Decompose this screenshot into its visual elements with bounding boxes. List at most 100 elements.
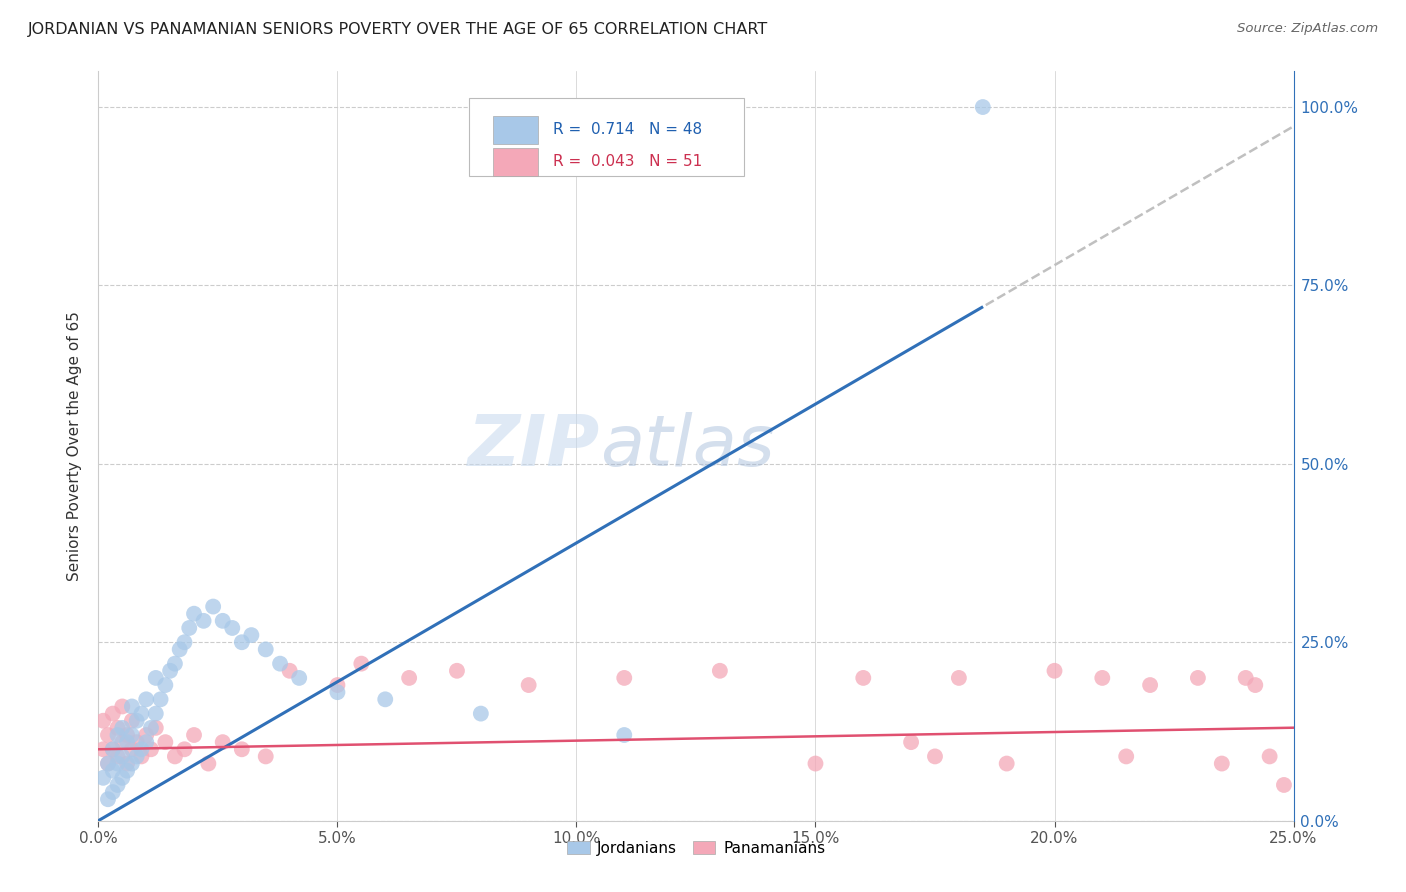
Point	[145, 721, 167, 735]
Point	[446, 664, 468, 678]
Point	[111, 721, 134, 735]
Point	[115, 735, 138, 749]
Point	[91, 714, 114, 728]
Point	[470, 706, 492, 721]
Point	[231, 635, 253, 649]
Point	[131, 749, 153, 764]
Point	[517, 678, 540, 692]
Point	[900, 735, 922, 749]
Point	[97, 728, 120, 742]
Point	[101, 706, 124, 721]
Point	[107, 756, 129, 771]
Text: ZIP: ZIP	[468, 411, 600, 481]
Point	[1091, 671, 1114, 685]
Point	[125, 735, 148, 749]
Text: JORDANIAN VS PANAMANIAN SENIORS POVERTY OVER THE AGE OF 65 CORRELATION CHART: JORDANIAN VS PANAMANIAN SENIORS POVERTY …	[28, 22, 768, 37]
FancyBboxPatch shape	[494, 147, 538, 176]
Text: Source: ZipAtlas.com: Source: ZipAtlas.com	[1237, 22, 1378, 36]
Point	[183, 728, 205, 742]
Point	[1043, 664, 1066, 678]
Point	[131, 706, 153, 721]
Point	[240, 628, 263, 642]
Point	[97, 756, 120, 771]
Point	[101, 742, 124, 756]
Point	[1211, 756, 1233, 771]
Point	[163, 749, 186, 764]
Point	[121, 756, 143, 771]
Legend: Jordanians, Panamanians: Jordanians, Panamanians	[561, 834, 831, 862]
Point	[121, 699, 143, 714]
Point	[202, 599, 225, 614]
FancyBboxPatch shape	[470, 97, 744, 177]
Point	[1115, 749, 1137, 764]
Point	[211, 614, 233, 628]
Point	[211, 735, 233, 749]
Point	[254, 642, 277, 657]
Point	[145, 706, 167, 721]
Point	[131, 742, 153, 756]
Point	[107, 749, 129, 764]
Point	[97, 756, 120, 771]
Point	[221, 621, 243, 635]
Point	[374, 692, 396, 706]
Point	[326, 678, 349, 692]
Point	[145, 671, 167, 685]
Point	[111, 699, 134, 714]
Point	[159, 664, 181, 678]
Point	[804, 756, 827, 771]
Point	[97, 792, 120, 806]
Point	[101, 785, 124, 799]
Point	[193, 614, 215, 628]
Point	[924, 749, 946, 764]
Point	[115, 728, 138, 742]
Point	[107, 721, 129, 735]
Point	[1244, 678, 1267, 692]
Y-axis label: Seniors Poverty Over the Age of 65: Seniors Poverty Over the Age of 65	[67, 311, 83, 581]
Point	[139, 742, 162, 756]
Point	[173, 635, 195, 649]
Text: R =  0.714   N = 48: R = 0.714 N = 48	[553, 122, 702, 137]
Point	[231, 742, 253, 756]
Point	[121, 728, 143, 742]
Point	[91, 742, 114, 756]
Point	[149, 692, 172, 706]
Point	[179, 621, 201, 635]
Point	[613, 728, 636, 742]
Point	[173, 742, 195, 756]
Point	[1234, 671, 1257, 685]
Point	[278, 664, 301, 678]
Point	[135, 692, 157, 706]
Point	[269, 657, 291, 671]
Text: atlas: atlas	[600, 411, 775, 481]
Point	[398, 671, 420, 685]
Point	[111, 771, 134, 785]
Point	[1258, 749, 1281, 764]
Point	[91, 771, 114, 785]
Point	[852, 671, 875, 685]
Point	[101, 742, 124, 756]
Point	[169, 642, 191, 657]
Point	[115, 764, 138, 778]
Point	[1272, 778, 1295, 792]
Point	[350, 657, 373, 671]
Point	[121, 714, 143, 728]
Point	[163, 657, 186, 671]
Point	[135, 728, 157, 742]
Text: R =  0.043   N = 51: R = 0.043 N = 51	[553, 154, 702, 169]
Point	[709, 664, 731, 678]
Point	[107, 778, 129, 792]
Point	[125, 714, 148, 728]
Point	[197, 756, 219, 771]
FancyBboxPatch shape	[494, 116, 538, 144]
Point	[111, 749, 134, 764]
Point	[155, 735, 177, 749]
Point	[115, 756, 138, 771]
Point	[111, 735, 134, 749]
Point	[121, 742, 143, 756]
Point	[139, 721, 162, 735]
Point	[125, 749, 148, 764]
Point	[972, 100, 994, 114]
Point	[107, 728, 129, 742]
Point	[1139, 678, 1161, 692]
Point	[101, 764, 124, 778]
